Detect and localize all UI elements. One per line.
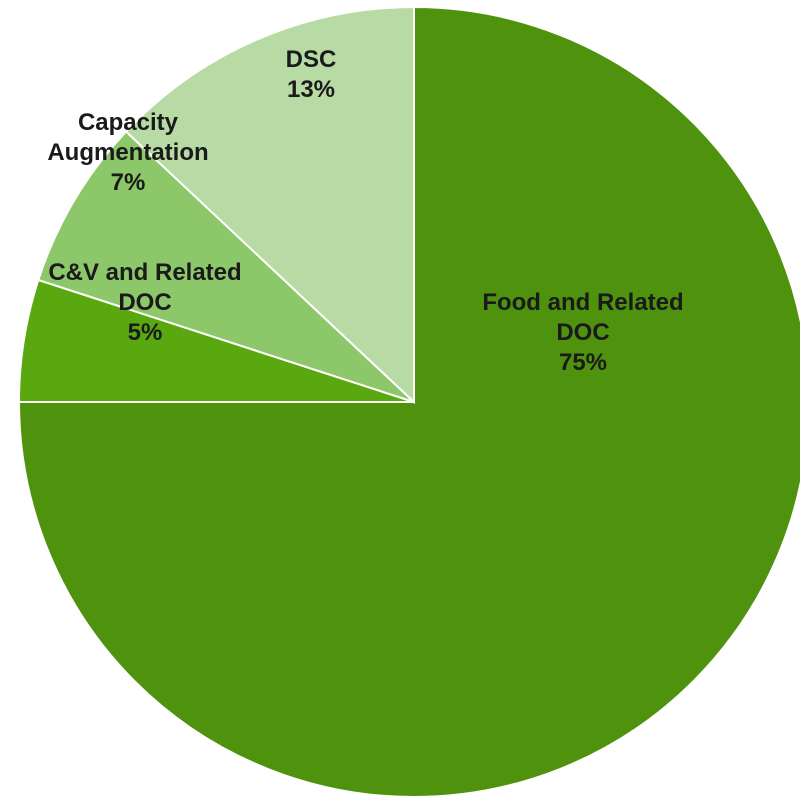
slice-label-3-line-0: DSC bbox=[286, 46, 337, 73]
slice-label-1-line-2: 5% bbox=[128, 319, 163, 346]
slice-label-1: C&V and Related DOC 5% bbox=[48, 259, 241, 346]
slice-label-3-line-1: 13% bbox=[287, 76, 335, 103]
slice-label-0-line-1: DOC bbox=[556, 319, 609, 346]
slices-layer bbox=[17, 5, 800, 798]
pie-slice-2 bbox=[37, 130, 415, 403]
pie-slice-0 bbox=[17, 5, 800, 798]
pie-slice-3 bbox=[124, 5, 415, 405]
slice-label-2: Capacity Augmentation 7% bbox=[47, 109, 208, 196]
slice-label-3: DSC 13% bbox=[286, 46, 337, 103]
slice-label-2-line-0: Capacity bbox=[78, 109, 179, 136]
slice-label-1-line-0: C&V and Related bbox=[48, 259, 241, 286]
slice-label-0-line-0: Food and Related bbox=[482, 289, 683, 316]
slice-label-1-line-1: DOC bbox=[118, 289, 171, 316]
slice-label-0: Food and Related DOC 75% bbox=[482, 289, 683, 376]
labels-layer: Food and Related DOC 75% C&V and Related DOC… bbox=[47, 46, 683, 376]
slice-label-0-line-2: 75% bbox=[559, 349, 607, 376]
slice-label-2-line-1: Augmentation bbox=[47, 139, 208, 166]
slice-label-2-line-2: 7% bbox=[111, 169, 146, 196]
